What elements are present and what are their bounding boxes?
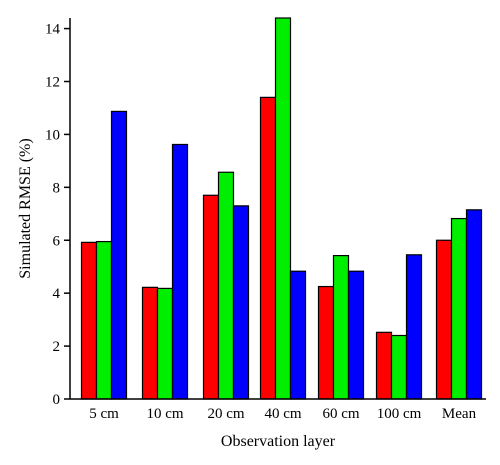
y-tick-label: 8	[53, 180, 61, 196]
y-tick-label: 10	[45, 127, 60, 143]
bar-mean-series-3	[465, 209, 483, 400]
bar-10-cm-series-1	[141, 286, 159, 400]
bar-mean-series-1	[435, 239, 453, 400]
y-tick-label: 6	[53, 233, 61, 249]
x-axis-ticks: 5 cm 10 cm 20 cm 40 cm 60 cm 100 cm Mean	[89, 406, 476, 422]
bar-100-cm-series-3	[405, 254, 423, 400]
bar-20-cm-series-2	[217, 171, 235, 400]
x-tick-label: Mean	[442, 406, 477, 422]
bar-20-cm-series-1	[202, 194, 220, 400]
x-tick-label: 20 cm	[207, 406, 244, 422]
bar-20-cm-series-3	[232, 205, 250, 400]
bar-100-cm-series-1	[375, 331, 393, 400]
bar-10-cm-series-2	[156, 287, 174, 400]
x-axis-title: Observation layer	[221, 433, 336, 450]
y-axis-ticks: 0 2 4 6 8 10 12 14	[45, 22, 70, 408]
y-tick-label: 2	[53, 339, 61, 355]
bar-40-cm-series-2	[274, 17, 292, 400]
y-tick-label: 4	[53, 286, 61, 302]
x-tick-label: 5 cm	[89, 406, 119, 422]
bar-5-cm-series-2	[95, 240, 113, 400]
bar-10-cm-series-3	[171, 143, 189, 400]
bar-100-cm-series-2	[390, 334, 408, 400]
x-tick-label: 100 cm	[377, 406, 422, 422]
y-axis-title: Simulated RMSE (%)	[17, 138, 34, 278]
x-tick-label: 60 cm	[322, 406, 359, 422]
bar-60-cm-series-3	[347, 270, 365, 400]
bar-5-cm-series-1	[80, 241, 98, 400]
bars-group	[80, 17, 483, 400]
bar-40-cm-series-1	[259, 96, 277, 400]
y-tick-label: 0	[53, 392, 61, 408]
bar-mean-series-2	[450, 217, 468, 400]
x-tick-label: 10 cm	[146, 406, 183, 422]
bar-60-cm-series-2	[332, 254, 350, 400]
x-tick-label: 40 cm	[264, 406, 301, 422]
bar-5-cm-series-3	[110, 110, 128, 400]
bar-60-cm-series-1	[317, 285, 335, 400]
bar-40-cm-series-3	[289, 270, 307, 400]
y-tick-label: 12	[45, 75, 60, 91]
y-tick-label: 14	[45, 22, 61, 38]
